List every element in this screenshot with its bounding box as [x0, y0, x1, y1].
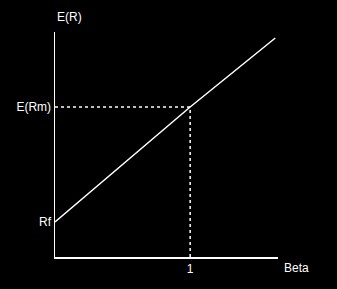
svg-text:E(Rm): E(Rm): [16, 100, 51, 114]
svg-text:E(R): E(R): [57, 10, 82, 24]
svg-text:1: 1: [187, 262, 194, 276]
svg-text:Beta: Beta: [284, 261, 309, 275]
svg-text:Rf: Rf: [39, 215, 52, 229]
